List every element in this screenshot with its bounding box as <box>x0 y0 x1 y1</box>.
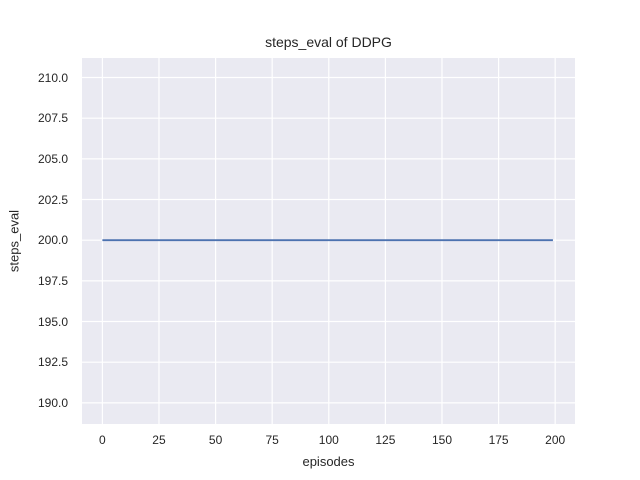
x-tick-label: 25 <box>152 433 166 447</box>
y-tick-label: 207.5 <box>37 111 68 126</box>
y-tick-label: 205.0 <box>37 151 68 166</box>
x-tick-label: 0 <box>99 433 106 447</box>
x-tick-label: 175 <box>488 433 509 447</box>
y-tick-label: 200.0 <box>37 233 68 248</box>
chart-title: steps_eval of DDPG <box>265 34 392 50</box>
y-tick-label: 192.5 <box>37 355 68 370</box>
x-tick-label: 125 <box>375 433 396 447</box>
y-tick-label: 195.0 <box>37 314 68 329</box>
x-axis-label: episodes <box>302 454 355 469</box>
y-tick-label: 197.5 <box>37 273 68 288</box>
plot-canvas <box>82 58 575 424</box>
x-tick-label: 150 <box>431 433 452 447</box>
x-tick-label: 75 <box>265 433 279 447</box>
plot-area <box>82 58 575 424</box>
y-tick-label: 210.0 <box>37 70 68 85</box>
x-tick-label: 50 <box>208 433 223 447</box>
x-tick-label: 200 <box>545 433 566 447</box>
x-tick-label: 100 <box>318 433 339 447</box>
y-tick-label: 190.0 <box>37 395 68 410</box>
y-tick-label: 202.5 <box>37 192 68 207</box>
